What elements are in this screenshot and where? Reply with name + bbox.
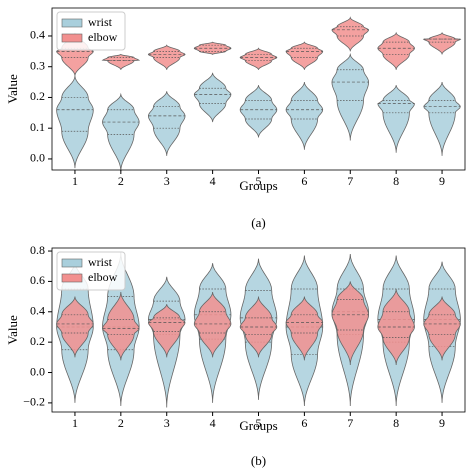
legend-swatch <box>61 273 83 283</box>
x-tick-label: 2 <box>118 174 124 188</box>
chart-panel: 0.0 0.1 0.2 0.3 0.4 1 2 3 4 5 6 7 8 9 Groups Value (a) wr… <box>5 7 466 230</box>
legend-label: wrist <box>88 15 113 29</box>
y-tick-label: 0.2 <box>30 89 45 103</box>
caption: (b) <box>251 453 266 468</box>
y-tick-label: 0.6 <box>30 273 45 287</box>
legend-swatch <box>61 18 83 28</box>
y-tick-label: 0.0 <box>30 364 45 378</box>
violin-body <box>239 85 278 138</box>
x-tick-label: 7 <box>347 416 353 430</box>
x-tick-label: 5 <box>256 174 262 188</box>
x-tick-label: 8 <box>393 416 399 430</box>
violin-body <box>193 291 232 358</box>
legend-label: wrist <box>88 255 113 269</box>
y-tick-label: 0.2 <box>30 334 45 348</box>
y-axis-label: Value <box>5 315 20 345</box>
violin-body <box>102 292 140 361</box>
y-tick-label: 0.4 <box>30 304 45 318</box>
violin-body <box>377 31 415 70</box>
x-tick-label: 9 <box>439 174 445 188</box>
violin-body <box>285 296 324 361</box>
violin-body <box>285 82 324 150</box>
violin-body <box>331 281 370 365</box>
x-tick-label: 2 <box>118 416 124 430</box>
y-tick-label: 0.1 <box>30 120 45 134</box>
caption: (a) <box>251 215 265 230</box>
x-tick-label: 3 <box>164 416 170 430</box>
violin-body <box>193 72 232 123</box>
violin-body <box>422 31 462 55</box>
y-tick-label: 0.0 <box>30 151 45 165</box>
y-tick-label: −0.2 <box>23 395 45 409</box>
legend-swatch <box>61 258 83 268</box>
legend-label: elbow <box>88 30 118 44</box>
violin-body <box>239 47 278 70</box>
violin-body <box>377 288 415 365</box>
violin-body <box>331 52 370 141</box>
violin-body <box>377 85 415 153</box>
y-tick-label: 0.4 <box>30 28 45 42</box>
x-axis-label: Groups <box>239 418 277 433</box>
violin-body <box>423 82 461 156</box>
x-tick-label: 8 <box>393 174 399 188</box>
x-tick-label: 6 <box>301 174 307 188</box>
violin-body <box>239 296 278 358</box>
x-tick-label: 4 <box>210 416 216 430</box>
violin-body <box>102 92 140 172</box>
violin-body <box>285 41 324 70</box>
violin-body <box>423 296 461 361</box>
x-tick-label: 9 <box>439 416 445 430</box>
x-tick-label: 7 <box>347 174 353 188</box>
y-axis-label: Value <box>5 74 20 104</box>
violin-body <box>331 16 370 52</box>
violin-body <box>101 53 141 70</box>
x-tick-label: 1 <box>72 416 78 430</box>
x-tick-label: 3 <box>164 174 170 188</box>
x-tick-label: 6 <box>301 416 307 430</box>
x-tick-label: 5 <box>256 416 262 430</box>
x-tick-label: 4 <box>210 174 216 188</box>
violin-body <box>56 296 94 358</box>
y-tick-label: 0.3 <box>30 58 45 72</box>
legend-swatch <box>61 33 83 43</box>
violin-body <box>147 91 186 156</box>
legend-label: elbow <box>88 270 118 284</box>
x-tick-label: 1 <box>72 174 78 188</box>
y-tick-label: 0.8 <box>30 243 45 257</box>
violin-body <box>147 304 186 358</box>
violin-body <box>56 75 94 169</box>
x-axis-label: Groups <box>239 178 277 193</box>
chart-panel: −0.2 0.0 0.2 0.4 0.6 0.8 1 2 3 4 5 6 7 8 9 Groups Value (… <box>5 243 466 468</box>
